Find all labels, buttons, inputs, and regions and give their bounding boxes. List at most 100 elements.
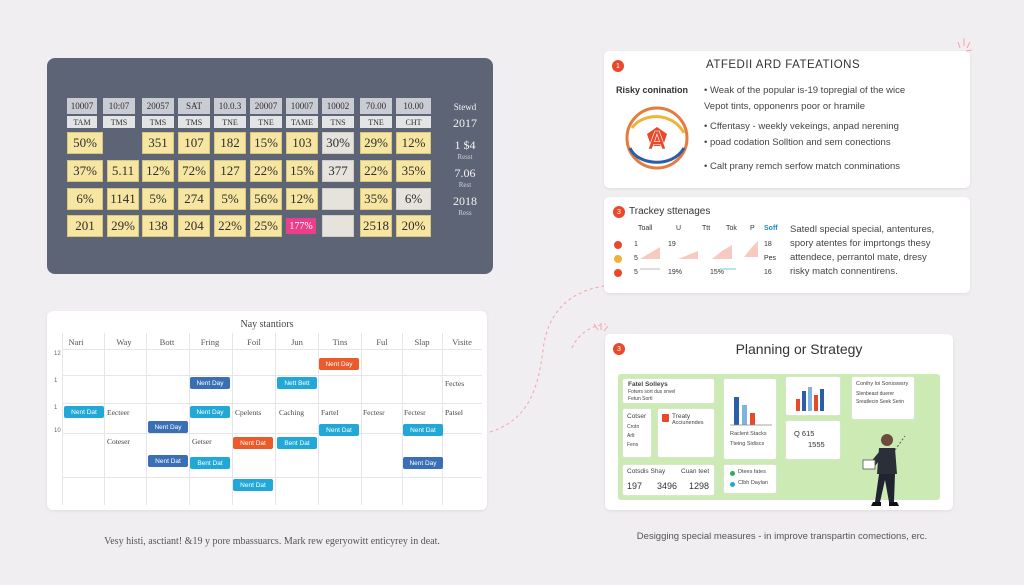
calendar-day-header: Nari [68,337,84,347]
tracking-value: 1 [634,241,638,248]
grid-subheader: TMS [178,116,210,128]
spark-decoration [957,38,973,52]
panel-line: • Weak of the popular is-19 topregial of… [704,85,906,96]
grid-line [146,333,147,505]
calendar-cell-text: Getser [192,437,212,446]
event-chip[interactable]: Bent Dat [190,457,230,469]
bar-chart-icon [730,397,772,426]
tracking-header: Soff [764,225,778,232]
grid-cell: 377 [322,160,354,182]
event-chip[interactable]: Bent Dat [277,437,317,449]
event-chip[interactable]: Nent Dat [319,424,359,436]
event-chip[interactable]: Nent Day [148,421,188,433]
grid-cell: 29% [107,215,139,237]
event-chip[interactable]: Nent Day [319,358,359,370]
calendar-cell-text: Fartel [321,408,339,417]
calendar-title: Nay stantiors [240,319,294,330]
panel-line: • Cffentasy - weekly vekeings, anpad ner… [704,121,899,132]
tracking-value: 5 [634,255,638,262]
calendar-cell-text: Caching [279,408,304,417]
grid-cell: 6% [396,188,431,210]
grid-cell: 201 [67,215,103,237]
grid-cell: 107 [178,132,210,154]
grid-cell: 12% [286,188,318,210]
grid-cell: 30% [322,132,354,154]
calendar-cell-text: Eecteer [107,408,130,417]
panel-title: Trackey sttenages [629,206,711,217]
event-chip[interactable]: Nent Day [190,377,230,389]
row-label: 1 [54,378,58,384]
side-label: Stewd [453,102,477,112]
calendar-cell-text: Cpelents [235,408,262,417]
tracking-text: spory atentes for imprtongs thesy [790,238,931,249]
grid-cell: 50% [67,132,103,154]
soccer-ball-icon: A [625,106,689,170]
grid-cell: 15% [286,160,318,182]
tracking-header: U [676,225,682,232]
caption-left: Vesy histi, asctiant! &19 y pore mbassua… [104,536,440,547]
bar-chart-icon [796,387,824,411]
grid-line [104,333,105,505]
row-label: 1 [54,405,58,411]
event-chip[interactable]: Nent Dat [233,479,273,491]
calendar-day-header: Foil [247,337,261,347]
grid-line [232,333,233,505]
tracking-value: Pes [764,255,777,262]
calendar-day-header: Ful [376,337,388,347]
planning-card: Treaty Acciunendes [657,408,715,458]
planning-card: Raclent Stacks Tteing Sidiscs [723,378,777,460]
planning-card: Cotsdis Shay Cuan teet 197 3496 1298 [622,464,715,496]
event-chip[interactable]: Nent Dat [64,406,104,418]
grid-cell: 103 [286,132,318,154]
panel-line: • poad codation Solltion and sem conecti… [704,137,891,148]
grid-cell: 37% [67,160,103,182]
grid-subheader: TNE [360,116,392,128]
tracking-header: P [750,225,755,232]
grid-cell: 22% [214,215,246,237]
tracking-value: 16 [764,269,772,276]
grid-cell: 274 [178,188,210,210]
grid-cell: 20% [396,215,431,237]
step-badge: 3 [613,343,625,355]
sparkline-group [640,241,758,270]
grid-subheader: TNE [250,116,282,128]
calendar-day-header: Bott [159,337,175,347]
event-chip[interactable]: Nent Dat [403,424,443,436]
calendar-day-header: Way [116,337,132,347]
grid-cell: 72% [178,160,210,182]
tracking-header: Toall [638,225,653,232]
planning-card: Conihy loi Sonsswsry Slenbeast duerer Sr… [851,376,915,420]
event-chip[interactable]: Nent Dat [233,437,273,449]
grid-cell: 12% [142,160,174,182]
step-badge: 3 [613,206,625,218]
row-label: 10 [54,428,61,434]
tracking-text: attendece, perrantol mate, dresy [790,252,927,263]
grid-line [62,477,482,478]
event-chip[interactable]: Nent Dat [148,455,188,467]
spark-decoration [593,323,609,332]
grid-cell [322,188,354,210]
grid-subheader: TNS [322,116,354,128]
event-chip[interactable]: Nett Bett [277,377,317,389]
tracking-text: Satedl special special, antentures, [790,224,935,235]
grid-cell: 1141 [107,188,139,210]
grid-line [62,349,482,350]
side-label: 2017 [453,116,477,130]
grid-cell: 127 [214,160,246,182]
grid-cell: 2518 [360,215,392,237]
panel-title: Planning or Strategy [735,341,863,357]
grid-cell: 204 [178,215,210,237]
grid-subheader: TAM [67,116,97,128]
event-chip[interactable]: Nent Day [403,457,443,469]
grid-cell: 35% [396,160,431,182]
grid-header: 10.00 [396,98,431,114]
tracking-value: 18 [764,241,772,248]
grid-cell: 182 [214,132,246,154]
grid-cell: 15% [250,132,282,154]
grid-header: SAT [178,98,210,114]
grid-subheader: TAME [286,116,318,128]
calendar-cell-text: Fectes [445,379,465,388]
calendar-day-header: Visite [452,337,472,347]
event-chip[interactable]: Nent Day [190,406,230,418]
calendar-cell-text: Coteser [107,437,130,446]
